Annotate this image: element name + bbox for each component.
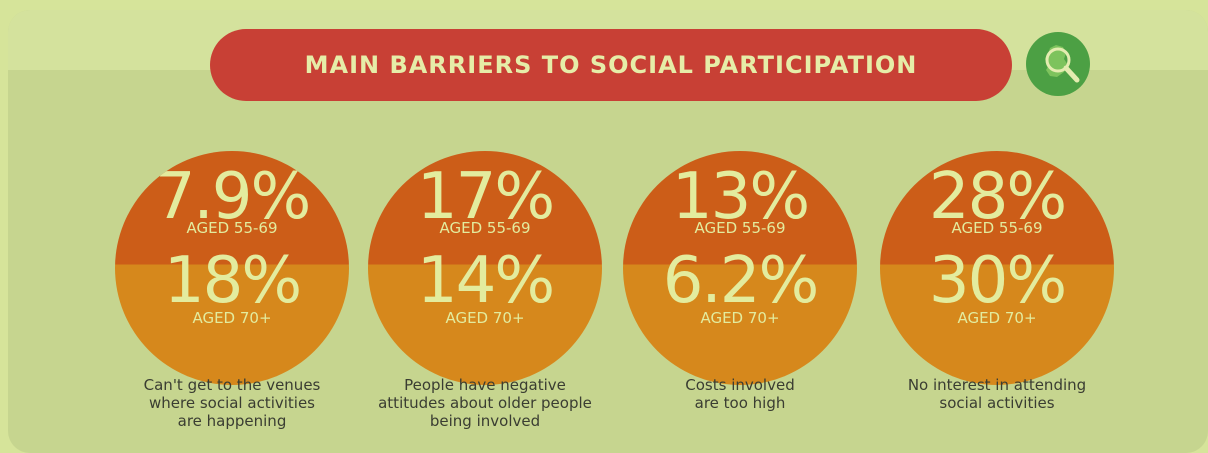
- stat-value-70-plus: 30%: [928, 244, 1067, 318]
- stat-label-70-plus: AGED 70+: [192, 309, 272, 327]
- caption-line: attitudes about older people: [378, 394, 592, 412]
- stat-value-70-plus: 6.2%: [662, 244, 820, 318]
- caption-line: social activities: [939, 394, 1055, 412]
- stat-label-70-plus: AGED 70+: [445, 309, 525, 327]
- stat-label-55-69: AGED 55-69: [694, 219, 786, 237]
- stat-circle: 28% AGED 55-69 30% AGED 70+: [880, 151, 1114, 385]
- stat-caption: Can't get to the venues where social act…: [82, 376, 382, 430]
- stat-value-55-69: 28%: [928, 160, 1067, 234]
- ireland-magnifier-icon: [1026, 32, 1090, 96]
- stat-value-55-69: 17%: [416, 160, 555, 234]
- stat-label-55-69: AGED 55-69: [439, 219, 531, 237]
- stat-caption: Costs involved are too high: [590, 376, 890, 412]
- stat-circle: 13% AGED 55-69 6.2% AGED 70+: [623, 151, 857, 385]
- stat-value-70-plus: 18%: [163, 244, 302, 318]
- stat-caption: People have negative attitudes about old…: [335, 376, 635, 430]
- caption-line: are too high: [694, 394, 786, 412]
- caption-line: Costs involved: [685, 376, 795, 394]
- caption-line: are happening: [177, 412, 287, 430]
- title-banner: MAIN BARRIERS TO SOCIAL PARTICIPATION: [210, 29, 1012, 101]
- stat-label-55-69: AGED 55-69: [951, 219, 1043, 237]
- page-title: MAIN BARRIERS TO SOCIAL PARTICIPATION: [304, 51, 918, 79]
- caption-line: Can't get to the venues: [143, 376, 321, 394]
- stat-caption: No interest in attending social activiti…: [847, 376, 1147, 412]
- stat-value-55-69: 7.9%: [154, 160, 312, 234]
- stat-label-70-plus: AGED 70+: [700, 309, 780, 327]
- caption-line: being involved: [429, 412, 541, 430]
- stat-label-70-plus: AGED 70+: [957, 309, 1037, 327]
- stat-value-55-69: 13%: [671, 160, 810, 234]
- stat-label-55-69: AGED 55-69: [186, 219, 278, 237]
- caption-line: No interest in attending: [907, 376, 1087, 394]
- caption-line: People have negative: [404, 376, 566, 394]
- stat-circle: 7.9% AGED 55-69 18% AGED 70+: [115, 151, 349, 385]
- stat-circle: 17% AGED 55-69 14% AGED 70+: [368, 151, 602, 385]
- caption-line: where social activities: [149, 394, 315, 412]
- stat-value-70-plus: 14%: [416, 244, 555, 318]
